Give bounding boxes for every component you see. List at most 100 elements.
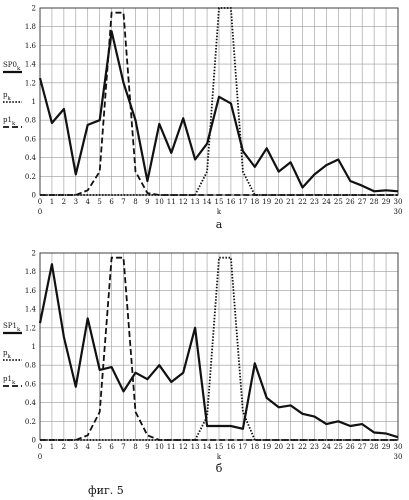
y-tick-label: 1.2 [25, 79, 36, 87]
x-tick-label: 27 [358, 198, 367, 206]
panel-a: 00.20.40.60.811.21.41.61.820123456789101… [3, 5, 402, 232]
x-tick-label: 30 [394, 443, 403, 451]
x-tick-label: 15 [215, 198, 224, 206]
x-tick-label: 27 [358, 443, 367, 451]
x-tick-label: 28 [370, 443, 379, 451]
x-range-start-label: 0 [38, 208, 42, 216]
x-axis-label: k [217, 208, 222, 216]
x-tick-label: 13 [191, 443, 200, 451]
x-range-end-label: 30 [394, 453, 403, 461]
x-tick-label: 17 [238, 443, 247, 451]
x-tick-label: 13 [191, 198, 200, 206]
x-tick-label: 9 [145, 198, 149, 206]
x-tick-label: 21 [286, 198, 295, 206]
y-tick-label: 0.4 [25, 399, 37, 407]
y-tick-label: 2 [32, 5, 36, 13]
x-range-end-label: 30 [394, 208, 403, 216]
legend-label: SP0k [3, 61, 21, 72]
panel-b: 00.20.40.60.811.21.41.61.820123456789101… [3, 250, 402, 476]
legend-label: pk [3, 349, 11, 360]
y-tick-label: 1.6 [25, 42, 37, 50]
x-tick-label: 15 [215, 443, 224, 451]
x-tick-label: 6 [109, 198, 114, 206]
x-tick-label: 19 [262, 443, 271, 451]
y-tick-label: 0.4 [25, 154, 37, 162]
y-tick-label: 0.2 [25, 418, 36, 426]
x-tick-label: 17 [238, 198, 247, 206]
x-tick-label: 28 [370, 198, 379, 206]
x-tick-label: 20 [274, 198, 283, 206]
x-tick-label: 7 [121, 443, 125, 451]
x-tick-label: 22 [298, 198, 307, 206]
y-tick-label: 1 [32, 98, 36, 106]
x-tick-label: 25 [334, 443, 343, 451]
y-tick-label: 0.6 [25, 380, 37, 388]
y-tick-label: 1.4 [25, 306, 37, 314]
y-tick-label: 1 [32, 343, 36, 351]
y-tick-label: 2 [32, 250, 36, 258]
x-tick-label: 1 [50, 443, 54, 451]
x-tick-label: 4 [85, 443, 90, 451]
x-tick-label: 5 [97, 198, 101, 206]
x-tick-label: 16 [226, 443, 235, 451]
y-tick-label: 0 [32, 437, 36, 445]
legend-label: p1k [3, 375, 16, 386]
x-tick-label: 4 [85, 198, 90, 206]
x-tick-label: 24 [322, 198, 331, 206]
x-tick-label: 25 [334, 198, 343, 206]
x-tick-label: 11 [167, 443, 176, 451]
y-tick-label: 0 [32, 192, 36, 200]
legend-label: pk [3, 91, 11, 102]
panel-label: б [216, 462, 223, 475]
x-tick-label: 10 [155, 198, 164, 206]
x-tick-label: 14 [203, 198, 212, 206]
x-tick-label: 7 [121, 198, 125, 206]
x-tick-label: 29 [382, 198, 391, 206]
legend-label: SP1k [3, 322, 21, 333]
y-tick-label: 1.2 [25, 324, 36, 332]
x-tick-label: 23 [310, 198, 319, 206]
y-tick-label: 0.2 [25, 173, 36, 181]
x-tick-label: 23 [310, 443, 319, 451]
x-tick-label: 29 [382, 443, 391, 451]
panel-label: а [216, 218, 223, 231]
y-tick-label: 1.8 [25, 23, 36, 31]
x-tick-label: 18 [250, 443, 259, 451]
x-tick-label: 5 [97, 443, 101, 451]
x-tick-label: 12 [179, 198, 188, 206]
x-tick-label: 22 [298, 443, 307, 451]
x-tick-label: 8 [133, 443, 137, 451]
x-tick-label: 16 [226, 198, 235, 206]
x-tick-label: 0 [38, 198, 42, 206]
x-tick-label: 26 [346, 198, 355, 206]
y-tick-label: 1.4 [25, 61, 37, 69]
x-tick-label: 19 [262, 198, 271, 206]
x-tick-label: 1 [50, 198, 54, 206]
x-tick-label: 2 [62, 443, 66, 451]
x-tick-label: 20 [274, 443, 283, 451]
figure-caption: фиг. 5 [88, 484, 124, 497]
x-tick-label: 6 [109, 443, 114, 451]
y-tick-label: 0.8 [25, 117, 36, 125]
y-tick-label: 1.6 [25, 287, 37, 295]
x-tick-label: 30 [394, 198, 403, 206]
x-tick-label: 3 [74, 443, 78, 451]
x-tick-label: 24 [322, 443, 331, 451]
x-tick-label: 26 [346, 443, 355, 451]
x-tick-label: 18 [250, 198, 259, 206]
y-tick-label: 0.8 [25, 362, 36, 370]
x-tick-label: 0 [38, 443, 42, 451]
x-tick-label: 2 [62, 198, 66, 206]
x-range-start-label: 0 [38, 453, 42, 461]
x-tick-label: 12 [179, 443, 188, 451]
x-tick-label: 10 [155, 443, 164, 451]
x-tick-label: 8 [133, 198, 137, 206]
x-tick-label: 3 [74, 198, 78, 206]
x-tick-label: 14 [203, 443, 212, 451]
x-tick-label: 11 [167, 198, 176, 206]
x-tick-label: 9 [145, 443, 149, 451]
legend-label: p1k [3, 116, 16, 127]
y-tick-label: 1.8 [25, 268, 36, 276]
x-axis-label: k [217, 453, 222, 461]
